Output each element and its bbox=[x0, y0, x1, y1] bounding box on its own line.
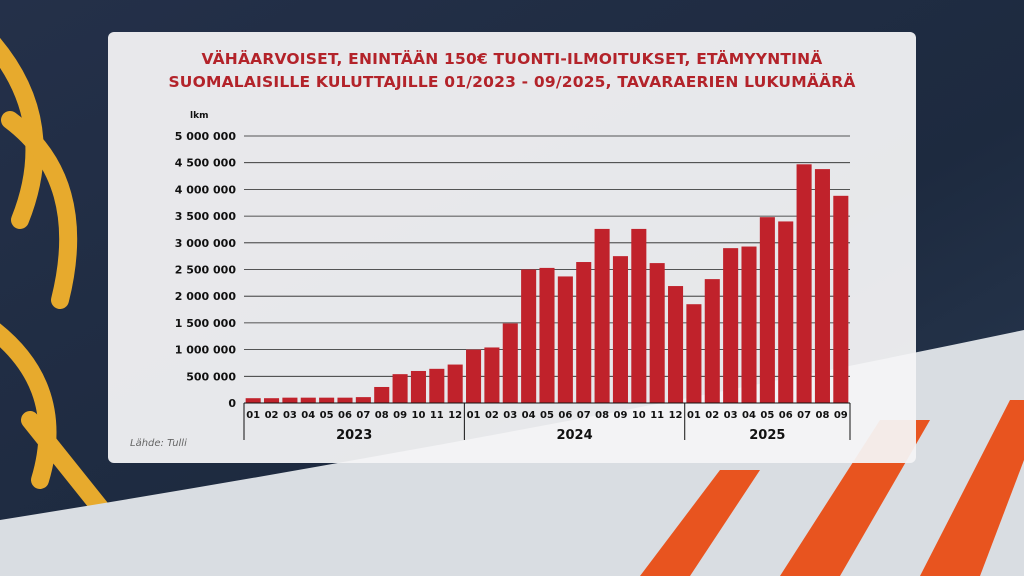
y-tick-label: 500 000 bbox=[186, 370, 236, 383]
bar bbox=[282, 397, 298, 403]
x-tick-label: 07 bbox=[577, 410, 591, 421]
bar bbox=[778, 221, 794, 403]
bar bbox=[741, 246, 757, 403]
bar bbox=[576, 262, 592, 403]
bar bbox=[429, 368, 445, 403]
y-tick-label: 2 000 000 bbox=[175, 290, 237, 303]
source-note: Lähde: Tulli bbox=[130, 438, 187, 449]
bar bbox=[539, 267, 555, 403]
y-tick-label: 5 000 000 bbox=[175, 130, 237, 143]
x-tick-label: 12 bbox=[448, 410, 462, 421]
chart-title-line-2: SUOMALAISILLE KULUTTAJILLE 01/2023 - 09/… bbox=[168, 73, 856, 91]
bar bbox=[337, 397, 353, 403]
bar bbox=[319, 397, 335, 403]
x-tick-label: 12 bbox=[669, 410, 683, 421]
y-tick-label: 3 500 000 bbox=[175, 210, 237, 223]
bar bbox=[759, 217, 775, 403]
bar-chart: 0 500 000 1 000 000 1 500 000 2 000 000 2 500… bbox=[175, 111, 851, 443]
bar bbox=[264, 398, 280, 403]
x-tick-label: 11 bbox=[650, 410, 664, 421]
x-tick-label: 09 bbox=[393, 410, 407, 421]
x-tick-label: 01 bbox=[467, 410, 481, 421]
y-axis-label: lkm bbox=[190, 111, 208, 121]
bar bbox=[668, 286, 684, 403]
y-tick-label: 0 bbox=[228, 397, 236, 410]
x-tick-label: 06 bbox=[338, 410, 352, 421]
bar bbox=[612, 256, 628, 403]
bar bbox=[521, 269, 537, 403]
bar bbox=[245, 398, 261, 403]
emblem-decoration bbox=[0, 37, 119, 529]
x-tick-label: 05 bbox=[760, 410, 774, 421]
x-tick-label: 10 bbox=[411, 410, 425, 421]
year-label: 2024 bbox=[556, 428, 592, 443]
x-tick-label: 02 bbox=[485, 410, 499, 421]
bar bbox=[649, 263, 665, 403]
bar bbox=[631, 228, 647, 403]
bar bbox=[814, 169, 830, 403]
x-tick-label: 05 bbox=[320, 410, 334, 421]
x-tick-label: 04 bbox=[742, 410, 756, 421]
x-tick-label: 08 bbox=[375, 410, 389, 421]
y-tick-label: 4 000 000 bbox=[175, 183, 237, 196]
y-tick-label: 2 500 000 bbox=[175, 264, 237, 277]
bar bbox=[466, 349, 482, 403]
bar bbox=[447, 364, 463, 403]
bar bbox=[374, 386, 390, 403]
year-label: 2025 bbox=[749, 428, 785, 443]
x-tick-label: 02 bbox=[705, 410, 719, 421]
x-tick-label: 09 bbox=[613, 410, 627, 421]
chart-title: VÄHÄARVOISET, ENINTÄÄN 150€ TUONTI-ILMOI… bbox=[108, 48, 916, 94]
bar bbox=[300, 397, 316, 403]
y-tick-label: 4 500 000 bbox=[175, 157, 237, 170]
bar bbox=[392, 374, 408, 403]
x-tick-label: 01 bbox=[246, 410, 260, 421]
x-tick-label: 08 bbox=[595, 410, 609, 421]
bar bbox=[686, 304, 702, 403]
bar bbox=[502, 323, 518, 403]
x-tick-label: 04 bbox=[522, 410, 536, 421]
x-tick-label: 01 bbox=[687, 410, 701, 421]
bar bbox=[557, 276, 573, 403]
x-tick-label: 08 bbox=[815, 410, 829, 421]
y-tick-label: 3 000 000 bbox=[175, 237, 237, 250]
bar bbox=[410, 370, 426, 403]
x-tick-label: 06 bbox=[558, 410, 572, 421]
y-tick-label: 1 000 000 bbox=[175, 344, 237, 357]
bar bbox=[355, 397, 371, 403]
year-label: 2023 bbox=[336, 428, 372, 443]
x-tick-label: 06 bbox=[779, 410, 793, 421]
x-tick-label: 04 bbox=[301, 410, 315, 421]
bar bbox=[594, 228, 610, 403]
x-tick-label: 02 bbox=[265, 410, 279, 421]
y-tick-label: 1 500 000 bbox=[175, 317, 237, 330]
x-tick-label: 05 bbox=[540, 410, 554, 421]
x-tick-label: 09 bbox=[834, 410, 848, 421]
x-tick-label: 11 bbox=[430, 410, 444, 421]
chart-panel: VÄHÄARVOISET, ENINTÄÄN 150€ TUONTI-ILMOI… bbox=[108, 32, 916, 463]
bar bbox=[484, 347, 500, 403]
bar bbox=[833, 195, 849, 403]
bar bbox=[796, 164, 812, 403]
bar bbox=[704, 279, 720, 403]
x-tick-label: 03 bbox=[503, 410, 517, 421]
x-tick-label: 07 bbox=[356, 410, 370, 421]
x-tick-label: 03 bbox=[724, 410, 738, 421]
bar bbox=[723, 248, 739, 403]
x-tick-label: 10 bbox=[632, 410, 646, 421]
x-tick-label: 07 bbox=[797, 410, 811, 421]
chart-title-line-1: VÄHÄARVOISET, ENINTÄÄN 150€ TUONTI-ILMOI… bbox=[201, 50, 823, 68]
x-tick-label: 03 bbox=[283, 410, 297, 421]
